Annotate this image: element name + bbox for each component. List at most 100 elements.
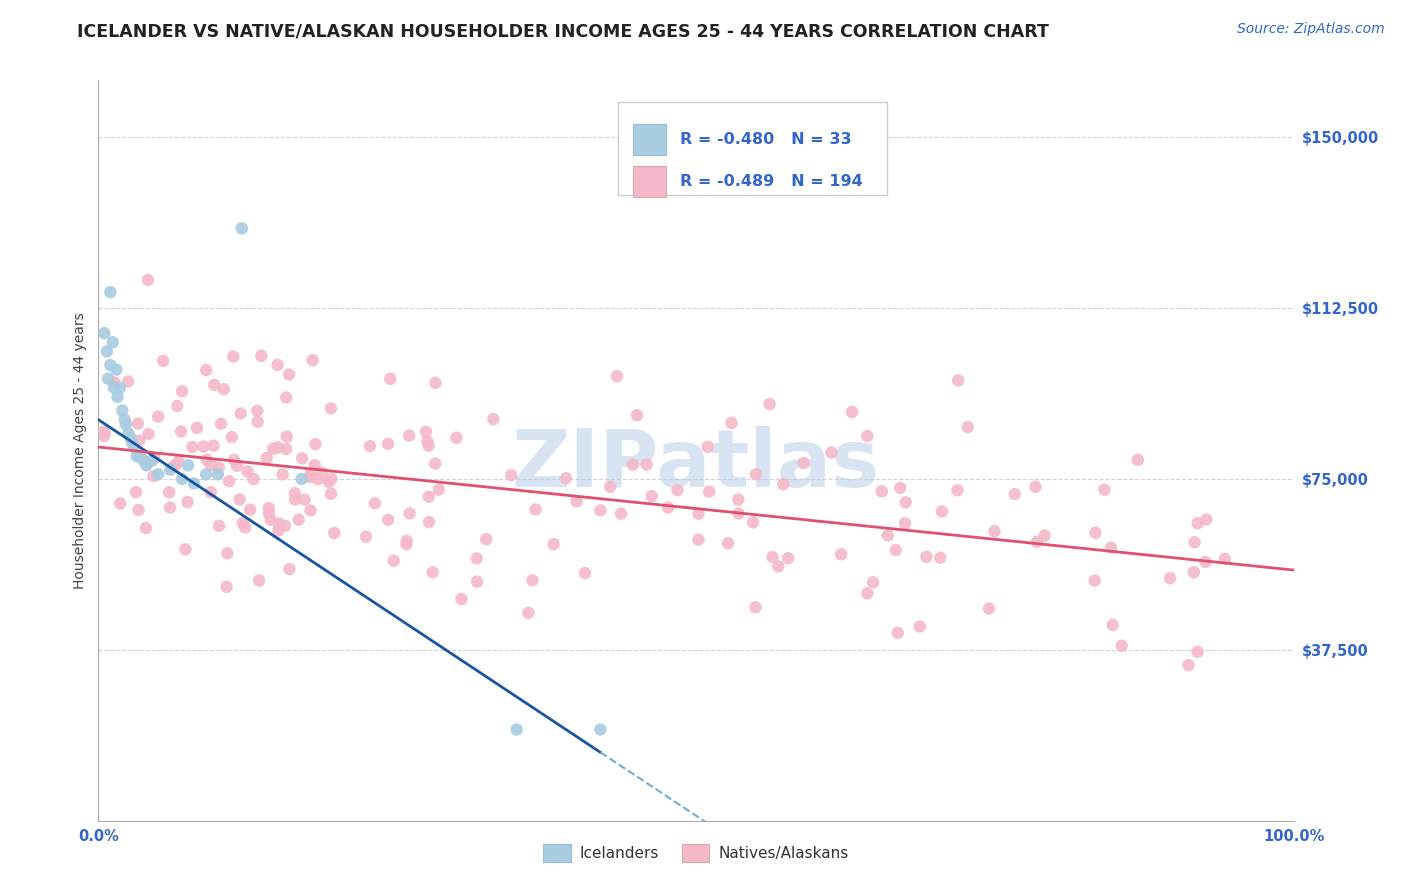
Point (231, 221, 253, 235)
Legend: Icelanders, Natives/Alaskans: Icelanders, Natives/Alaskans (537, 838, 855, 869)
Point (543, 537, 565, 551)
Point (159, 500, 181, 515)
Point (425, 457, 447, 471)
Point (1187, 516, 1209, 531)
Point (195, 467, 218, 482)
Point (666, 483, 689, 497)
Point (136, 273, 159, 287)
Point (1111, 639, 1133, 653)
Point (636, 458, 658, 472)
Point (246, 415, 269, 429)
Point (1182, 566, 1205, 580)
Point (257, 507, 280, 521)
Point (267, 441, 290, 455)
Point (398, 507, 420, 521)
Point (727, 507, 749, 521)
Point (299, 503, 322, 517)
Point (427, 483, 450, 497)
Point (93, 425, 115, 439)
Point (380, 372, 402, 386)
Point (772, 477, 794, 491)
Point (121, 435, 143, 450)
Point (129, 449, 152, 463)
Point (117, 426, 139, 441)
Point (117, 375, 139, 389)
Point (135, 458, 157, 473)
Point (574, 566, 596, 580)
Y-axis label: Householder Income Ages 25 - 44 years: Householder Income Ages 25 - 44 years (73, 312, 87, 589)
Point (1126, 453, 1149, 467)
Point (565, 494, 588, 508)
Point (115, 417, 138, 432)
Point (1024, 480, 1046, 494)
Point (177, 458, 200, 473)
Point (606, 369, 628, 384)
Point (114, 413, 136, 427)
Point (195, 452, 218, 467)
Text: ZIPatlas: ZIPatlas (512, 426, 880, 504)
Point (589, 503, 612, 517)
Point (946, 483, 969, 498)
Point (482, 412, 505, 426)
Bar (633, 166, 666, 197)
Point (887, 625, 910, 640)
Point (610, 507, 633, 521)
Point (894, 516, 917, 531)
Point (1187, 645, 1209, 659)
Point (127, 417, 149, 431)
Point (319, 487, 342, 501)
Point (294, 492, 316, 507)
Point (688, 533, 710, 547)
Point (319, 401, 342, 416)
Point (236, 464, 259, 478)
Point (929, 550, 952, 565)
Point (422, 566, 444, 580)
Point (242, 472, 264, 486)
Point (207, 467, 229, 482)
FancyBboxPatch shape (619, 103, 887, 195)
Point (717, 536, 740, 550)
Point (758, 397, 780, 411)
Point (870, 484, 893, 499)
Point (1094, 483, 1116, 497)
Point (176, 495, 198, 509)
Point (299, 467, 322, 482)
Bar (633, 124, 666, 155)
Point (141, 453, 163, 467)
Point (1101, 618, 1123, 632)
Point (148, 467, 170, 482)
Point (501, 468, 523, 483)
Point (146, 409, 169, 424)
Point (276, 391, 298, 405)
Point (640, 489, 662, 503)
Point (267, 516, 290, 531)
Point (125, 449, 148, 463)
Point (167, 454, 190, 468)
Point (174, 542, 197, 557)
Point (1213, 551, 1236, 566)
Point (266, 358, 288, 372)
Point (260, 513, 283, 527)
Point (183, 476, 205, 491)
Point (688, 507, 710, 521)
Point (908, 619, 931, 633)
Point (1084, 525, 1107, 540)
Point (1004, 487, 1026, 501)
Point (856, 586, 879, 600)
Point (589, 723, 612, 737)
Point (621, 458, 644, 472)
Point (555, 471, 578, 485)
Point (697, 484, 720, 499)
Point (202, 377, 225, 392)
Point (195, 363, 218, 377)
Point (876, 528, 898, 542)
Point (415, 425, 437, 439)
Point (304, 458, 326, 472)
Point (1184, 535, 1206, 549)
Point (382, 554, 405, 568)
Point (761, 550, 783, 565)
Point (727, 492, 749, 507)
Point (222, 350, 245, 364)
Point (599, 480, 621, 494)
Point (696, 440, 718, 454)
